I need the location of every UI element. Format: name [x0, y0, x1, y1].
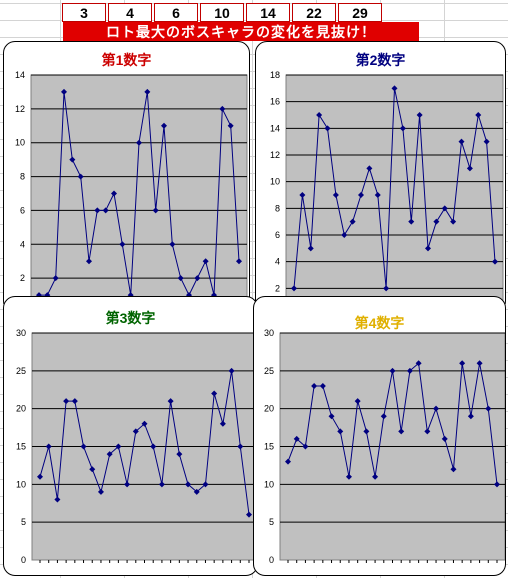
y-tick-label: 14	[270, 123, 280, 133]
chart-1-plot: 2 4 6 8 10 12 14	[4, 42, 249, 312]
y-tick-label: 4	[20, 239, 25, 249]
number-cell[interactable]: 22	[292, 3, 336, 22]
y-tick-label: 15	[16, 442, 26, 452]
number-row: 3 4 6 10 14 22 29	[62, 3, 384, 22]
y-tick-label: 15	[264, 442, 274, 452]
chart-4-plot: 0 5 10 15 20 25 30	[254, 297, 505, 575]
y-tick-label: 30	[264, 328, 274, 338]
y-tick-label: 16	[270, 97, 280, 107]
number-cell[interactable]: 14	[246, 3, 290, 22]
y-tick-label: 6	[275, 230, 280, 240]
chart-panel-4[interactable]: 第4数字 0 5 10 15 20 25 30	[253, 296, 506, 576]
y-tick-label: 4	[275, 257, 280, 267]
chart-2-plot: 2 4 6 8 10 12 14 16 18	[256, 42, 505, 312]
plot-area	[286, 75, 503, 312]
y-tick-label: 12	[15, 104, 25, 114]
y-tick-label: 2	[20, 273, 25, 283]
number-cell[interactable]: 3	[62, 3, 106, 22]
number-cell[interactable]: 10	[200, 3, 244, 22]
y-tick-label: 30	[16, 328, 26, 338]
number-cell[interactable]: 29	[338, 3, 382, 22]
chart-panel-3[interactable]: 第3数字 0 5 10 15 20 25 30	[3, 296, 258, 576]
chart-panel-1[interactable]: 第1数字 2 4 6 8 10 12 14	[3, 41, 250, 313]
y-tick-label: 10	[15, 138, 25, 148]
number-cell[interactable]: 4	[108, 3, 152, 22]
y-tick-label: 10	[264, 479, 274, 489]
y-tick-label: 0	[269, 555, 274, 565]
y-tick-label: 25	[264, 366, 274, 376]
y-tick-label: 5	[269, 517, 274, 527]
y-tick-label: 8	[20, 172, 25, 182]
y-tick-label: 8	[275, 203, 280, 213]
chart-3-plot: 0 5 10 15 20 25 30	[4, 297, 257, 575]
y-tick-label: 10	[270, 177, 280, 187]
banner-title[interactable]: ロト最大のボスキャラの変化を見抜け！	[63, 22, 419, 41]
y-tick-label: 25	[16, 366, 26, 376]
y-tick-label: 0	[21, 555, 26, 565]
y-tick-label: 10	[16, 479, 26, 489]
y-tick-label: 14	[15, 70, 25, 80]
chart-panel-2[interactable]: 第2数字 2 4 6 8 10 12 14 16 18	[255, 41, 506, 313]
y-tick-label: 2	[275, 283, 280, 293]
number-cell[interactable]: 6	[154, 3, 198, 22]
y-tick-label: 20	[16, 404, 26, 414]
y-tick-label: 18	[270, 70, 280, 80]
y-tick-label: 20	[264, 404, 274, 414]
y-tick-label: 12	[270, 150, 280, 160]
y-tick-label: 6	[20, 205, 25, 215]
y-tick-label: 5	[21, 517, 26, 527]
